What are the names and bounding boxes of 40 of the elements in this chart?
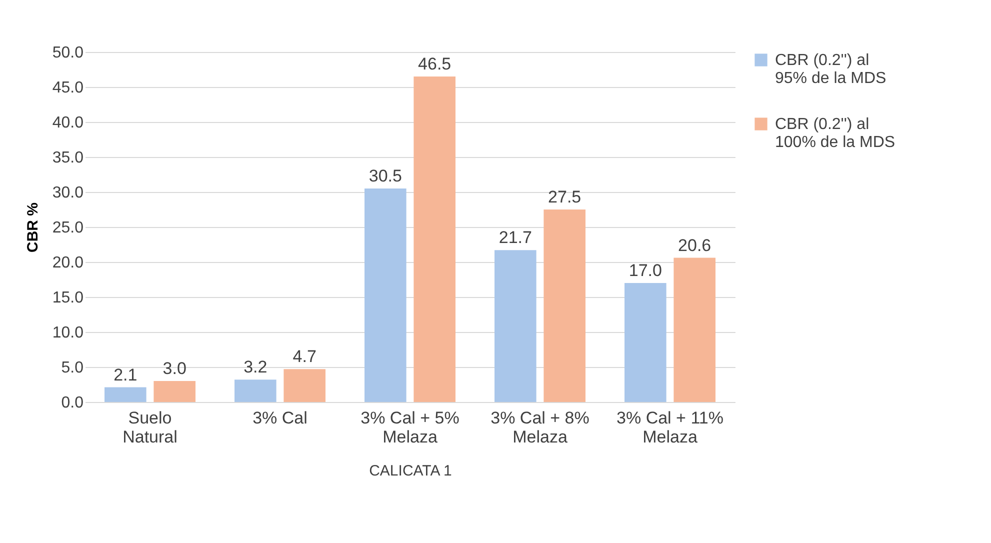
bar (624, 283, 666, 402)
data-label: 27.5 (548, 188, 582, 206)
bar (234, 380, 276, 402)
y-tick-label: 40.0 (52, 114, 84, 132)
y-axis-title: CBR % (24, 202, 42, 253)
bar (284, 369, 326, 402)
bar (154, 381, 196, 402)
data-label: 30.5 (368, 166, 402, 186)
legend-label: CBR (0.2'') al 100% de la MDS (775, 116, 896, 151)
bar (364, 188, 406, 402)
data-label: 2.1 (114, 365, 138, 384)
bar (414, 76, 456, 402)
y-tick-label: 5.0 (61, 360, 84, 376)
y-tick-label: 45.0 (52, 80, 84, 96)
x-tick-label: 3% Cal + 8% Melaza (490, 408, 590, 446)
y-tick-label: 35.0 (52, 150, 84, 166)
x-tick-label: 3% Cal (252, 408, 308, 428)
legend-label: CBR (0.2'') al 95% de la MDS (775, 52, 886, 87)
data-label: 20.6 (678, 236, 712, 255)
x-tick-label: 3% Cal + 11% Melaza (616, 408, 724, 446)
y-tick-label: 50.0 (52, 44, 84, 62)
bar (104, 387, 146, 402)
data-label: 3.2 (244, 358, 268, 377)
y-tick-label: 30.0 (52, 184, 84, 202)
x-axis-title: CALICATA 1 (369, 462, 452, 480)
y-tick-label: 15.0 (52, 290, 84, 306)
bar (544, 210, 586, 402)
data-label: 3.0 (162, 359, 186, 378)
y-tick-label: 10.0 (52, 324, 84, 342)
data-label: 21.7 (498, 228, 532, 248)
y-tick-label: 20.0 (52, 254, 84, 272)
data-label: 46.5 (418, 54, 452, 74)
y-tick-label: 0.0 (61, 394, 84, 412)
data-label: 4.7 (292, 347, 316, 366)
bar (674, 258, 716, 402)
data-label: 17.0 (628, 261, 662, 280)
y-tick-label: 25.0 (52, 220, 84, 236)
x-tick-label: 3% Cal + 5% Melaza (360, 408, 460, 446)
bar (494, 250, 536, 402)
x-tick-label: Suelo Natural (122, 408, 178, 446)
